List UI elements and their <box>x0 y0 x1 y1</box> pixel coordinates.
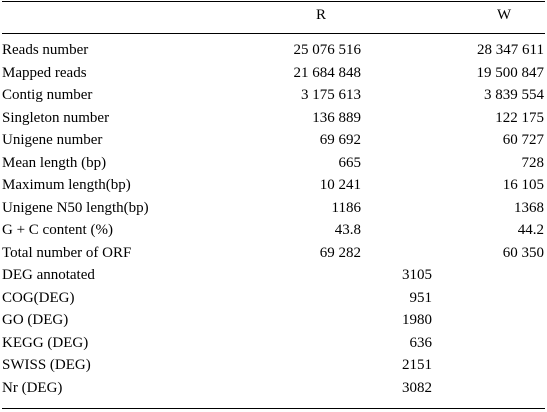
row-label: Nr (DEG) <box>2 379 63 396</box>
bottom-rule <box>2 408 545 409</box>
r-value: 665 <box>338 154 362 171</box>
row-label: SWISS (DEG) <box>2 357 91 373</box>
w-value: 3 839 554 <box>484 87 544 103</box>
deg-value: 3082 <box>402 379 432 396</box>
w-value: 16 105 <box>502 177 544 193</box>
w-value: 44.2 <box>517 222 544 238</box>
column-header-w: W <box>497 7 512 23</box>
deg-row: Nr (DEG) 3082 <box>0 378 547 401</box>
top-rule <box>2 1 545 2</box>
deg-value: 2151 <box>402 357 432 373</box>
w-value: 28 347 611 <box>477 42 544 58</box>
row-label: COG(DEG) <box>2 289 75 306</box>
deg-row: KEGG (DEG) 636 <box>0 333 547 356</box>
table-row: Unigene N50 length(bp) 1186 1368 <box>0 198 547 221</box>
deg-row: COG(DEG) 951 <box>0 288 547 311</box>
row-label: Mean length (bp) <box>2 154 107 171</box>
table-row: Total number of ORF 69 282 60 350 <box>0 243 547 266</box>
column-header-r: R <box>316 7 327 23</box>
row-label: DEG annotated <box>2 267 95 283</box>
deg-row: DEG annotated 3105 <box>0 265 547 288</box>
row-label: Maximum length(bp) <box>2 177 131 193</box>
w-value: 60 727 <box>502 132 544 148</box>
r-value: 1186 <box>331 199 361 216</box>
r-value: 10 241 <box>319 177 361 193</box>
deg-value: 951 <box>409 289 433 306</box>
w-value: 728 <box>521 154 545 171</box>
r-value: 136 889 <box>312 109 361 126</box>
w-value: 19 500 847 <box>476 64 545 81</box>
deg-value: 636 <box>409 334 433 351</box>
table-row: Unigene number 69 692 60 727 <box>0 130 547 153</box>
row-label: Unigene N50 length(bp) <box>2 199 149 216</box>
row-label: Reads number <box>2 42 89 58</box>
r-value: 25 076 516 <box>293 42 362 58</box>
deg-value: 1980 <box>402 312 432 328</box>
row-label: GO (DEG) <box>2 312 69 328</box>
table-row: G + C content (%) 43.8 44.2 <box>0 220 547 243</box>
row-label: Mapped reads <box>2 64 87 81</box>
r-value: 3 175 613 <box>301 87 361 103</box>
deg-value: 3105 <box>402 267 432 283</box>
row-label: Contig number <box>2 87 93 103</box>
header-rule <box>2 33 545 34</box>
w-value: 1368 <box>514 199 544 216</box>
deg-row: SWISS (DEG) 2151 <box>0 355 547 378</box>
w-value: 60 350 <box>502 244 544 261</box>
table-row: Contig number 3 175 613 3 839 554 <box>0 85 547 108</box>
row-label: Unigene number <box>2 132 103 148</box>
table-row: Maximum length(bp) 10 241 16 105 <box>0 175 547 198</box>
table-row: Singleton number 136 889 122 175 <box>0 108 547 131</box>
w-value: 122 175 <box>495 109 544 126</box>
row-label: Total number of ORF <box>2 244 132 261</box>
r-value: 69 282 <box>319 244 361 261</box>
r-value: 69 692 <box>319 132 361 148</box>
deg-row: GO (DEG) 1980 <box>0 310 547 333</box>
table-row: Mean length (bp) 665 728 <box>0 153 547 176</box>
r-value: 21 684 848 <box>293 64 362 81</box>
r-value: 43.8 <box>334 222 361 238</box>
table-row: Reads number 25 076 516 28 347 611 <box>0 40 547 63</box>
row-label: KEGG (DEG) <box>2 334 89 351</box>
table-row: Mapped reads 21 684 848 19 500 847 <box>0 63 547 86</box>
row-label: G + C content (%) <box>2 222 113 238</box>
row-label: Singleton number <box>2 109 110 126</box>
